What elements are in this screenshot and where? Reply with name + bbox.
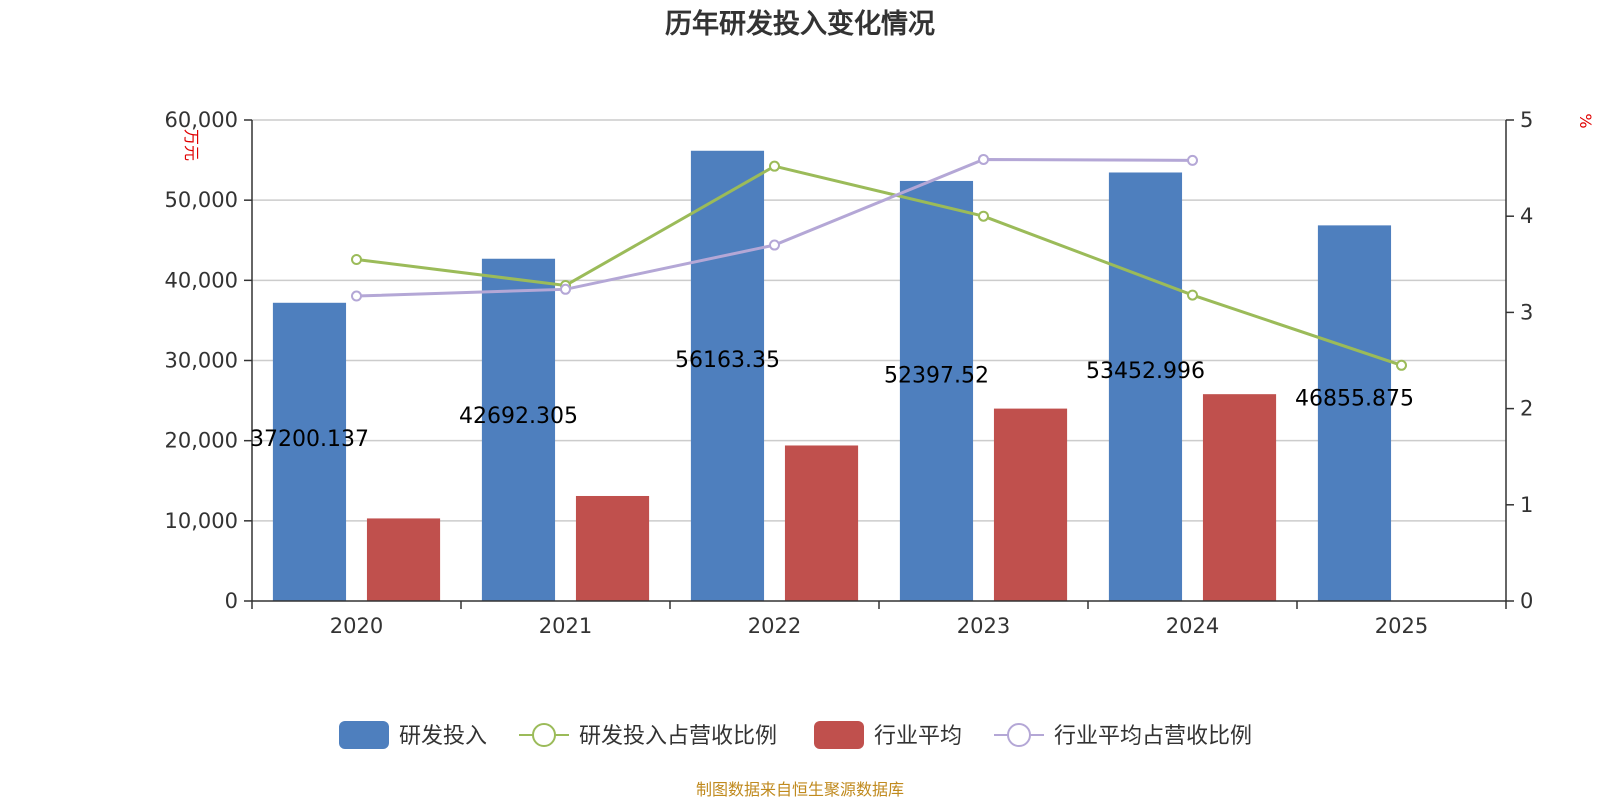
bar	[899, 180, 974, 602]
source-note: 制图数据来自恒生聚源数据库	[696, 780, 904, 799]
y-left-tick-label: 50,000	[165, 188, 238, 212]
line-point	[1396, 359, 1407, 371]
bar	[272, 302, 347, 601]
bar	[784, 445, 859, 601]
x-tick-label: 2024	[1166, 614, 1219, 638]
line-point	[1187, 289, 1198, 301]
y-left-tick-label: 20,000	[165, 429, 238, 453]
bar	[1108, 172, 1183, 601]
bars	[272, 150, 1392, 602]
data-label: 56163.35	[675, 348, 780, 373]
x-tick-label: 2022	[748, 614, 801, 638]
line-point	[351, 253, 362, 265]
y-right-unit: %	[1576, 113, 1595, 128]
x-tick-label: 2023	[957, 614, 1010, 638]
data-label: 46855.875	[1295, 387, 1414, 412]
bar	[366, 518, 441, 601]
grid-lines	[252, 119, 1506, 522]
line-point	[769, 160, 780, 172]
legend-label: 行业平均占营收比例	[1054, 724, 1252, 749]
data-labels: 37200.137 42692.305 56163.35 52397.52 53452.…	[250, 348, 1414, 452]
y-left-tick-label: 0	[225, 589, 238, 613]
legend-swatch	[339, 721, 389, 749]
bar	[690, 150, 765, 601]
y-left-tick-label: 30,000	[165, 349, 238, 373]
line-point	[560, 283, 571, 295]
data-label: 52397.52	[884, 364, 989, 389]
bar	[1202, 394, 1277, 601]
legend-label: 研发投入占营收比例	[579, 724, 777, 749]
bar	[993, 408, 1068, 601]
ratio-lines	[351, 153, 1407, 371]
x-tick-label: 2020	[330, 614, 383, 638]
line-point	[769, 239, 780, 251]
legend-swatch	[1007, 723, 1031, 747]
legend-label: 研发投入	[399, 724, 487, 749]
chart-title: 历年研发投入变化情况	[665, 8, 935, 40]
line-point	[1187, 154, 1198, 166]
y-right-tick-label: 4	[1520, 204, 1533, 228]
y-right-tick-label: 0	[1520, 589, 1533, 613]
data-label: 53452.996	[1086, 359, 1205, 384]
y-right-tick-label: 3	[1520, 300, 1533, 324]
x-tick-label: 2025	[1375, 614, 1428, 638]
y-right-tick-label: 5	[1520, 108, 1533, 132]
legend-swatch	[814, 721, 864, 749]
data-label: 42692.305	[459, 404, 578, 429]
y-left-tick-label: 60,000	[165, 108, 238, 132]
line-point	[978, 210, 989, 222]
bar	[575, 495, 650, 601]
series-line	[356, 164, 1402, 367]
y-left-tick-label: 10,000	[165, 509, 238, 533]
bar	[1317, 225, 1392, 601]
legend: 研发投入 研发投入占营收比例 行业平均 行业平均占营收比例	[339, 721, 1252, 749]
y-right-tick-label: 1	[1520, 493, 1533, 517]
line-point	[351, 290, 362, 302]
axes: 0 10,000 20,000 30,000 40,000 50,000 60,000 0 1 2…	[165, 108, 1534, 638]
y-left-unit: 万元	[182, 129, 201, 161]
legend-swatch	[532, 723, 556, 747]
y-left-tick-label: 40,000	[165, 268, 238, 292]
data-label: 37200.137	[250, 427, 369, 452]
line-point	[978, 153, 989, 165]
x-tick-label: 2021	[539, 614, 592, 638]
y-right-tick-label: 2	[1520, 397, 1533, 421]
bar	[481, 258, 556, 601]
legend-label: 行业平均	[874, 724, 962, 749]
